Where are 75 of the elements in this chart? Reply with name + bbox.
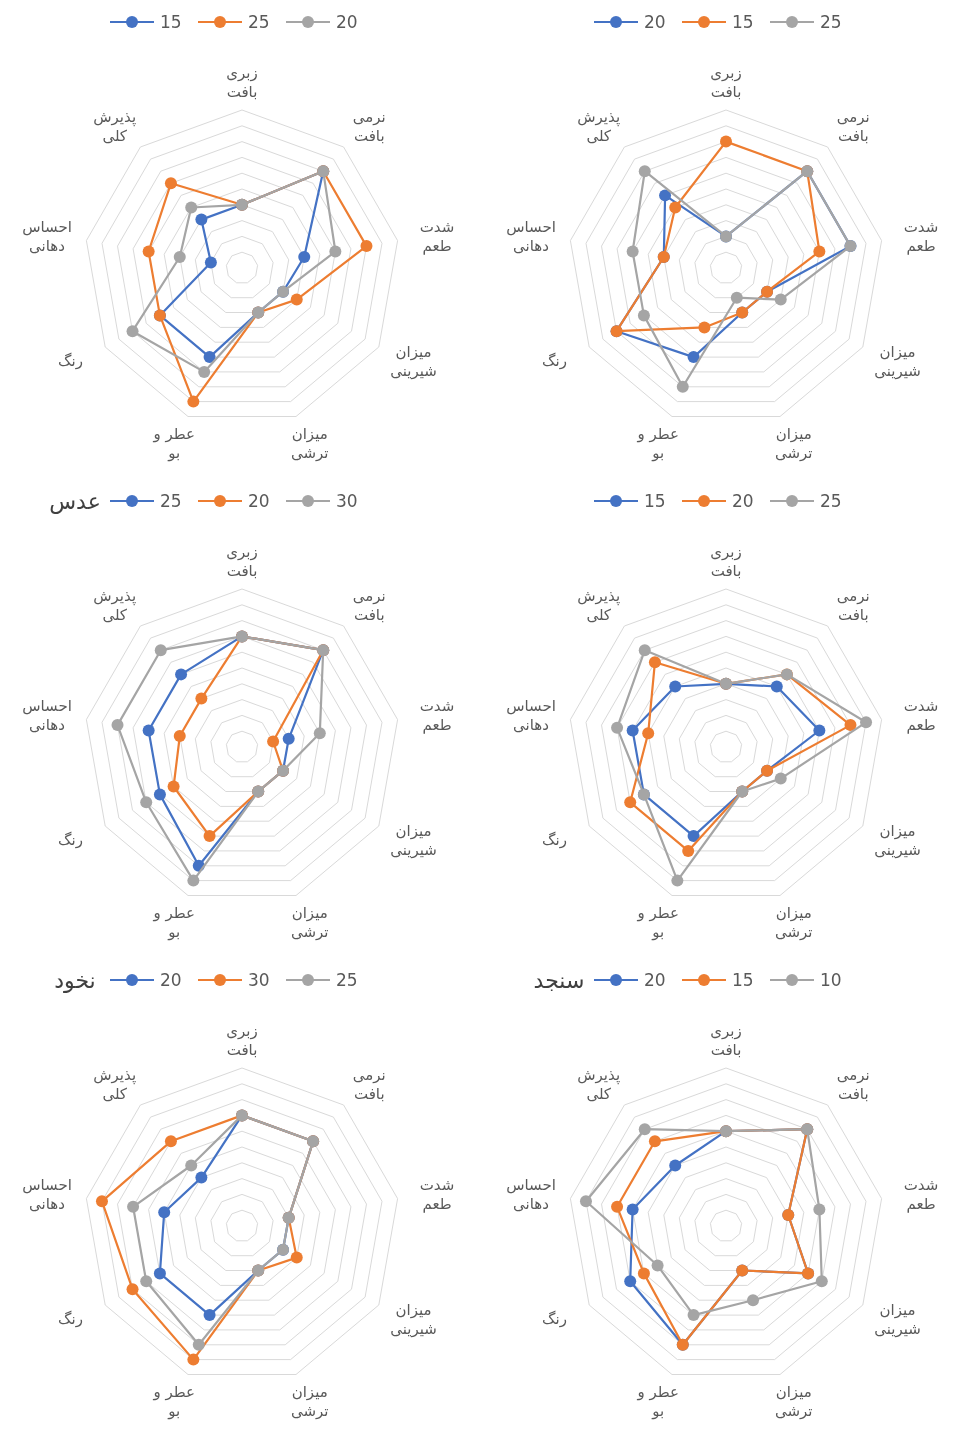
category-label: میزان شیرینی bbox=[874, 343, 921, 380]
category-label: میزان شیرینی bbox=[390, 1301, 437, 1338]
category-label: عطر و بو bbox=[637, 903, 680, 941]
legend-label: 30 bbox=[248, 970, 270, 990]
category-label: میزان شیرینی bbox=[874, 1301, 921, 1338]
category-label: رنگ bbox=[542, 1310, 567, 1328]
category-label: زبری بافت bbox=[710, 1022, 742, 1059]
category-label: میزان ترشی bbox=[774, 903, 813, 941]
category-label: نرمی بافت bbox=[352, 586, 386, 624]
legend-label: 15 bbox=[644, 491, 666, 511]
category-label: میزان ترشی bbox=[290, 903, 329, 941]
category-label: احساس دهانی bbox=[22, 1175, 72, 1213]
legend-label: 20 bbox=[336, 12, 358, 32]
legend-label: 10 bbox=[820, 970, 842, 990]
category-label: رنگ bbox=[542, 352, 567, 370]
category-label: احساس دهانی bbox=[22, 217, 72, 255]
category-label: عطر و بو bbox=[153, 424, 196, 462]
legend-label: 15 bbox=[732, 970, 754, 990]
legend-label: 20 bbox=[644, 12, 666, 32]
category-label: نرمی بافت bbox=[836, 1065, 870, 1103]
category-label: احساس دهانی bbox=[506, 696, 556, 734]
category-label: شدت طعم bbox=[419, 217, 455, 255]
legend-label: 20 bbox=[160, 970, 182, 990]
category-label: پذیرش کلی bbox=[577, 586, 621, 624]
category-label: احساس دهانی bbox=[506, 1175, 556, 1213]
legend-label: 25 bbox=[820, 491, 842, 511]
category-label: شدت طعم bbox=[903, 696, 939, 734]
category-label: میزان ترشی bbox=[774, 424, 813, 462]
category-label: رنگ bbox=[58, 1310, 83, 1328]
category-label: زبری بافت bbox=[226, 64, 258, 101]
legend-label: 20 bbox=[732, 491, 754, 511]
legend-label: 25 bbox=[160, 491, 182, 511]
category-label: میزان شیرینی bbox=[390, 822, 437, 859]
category-label: احساس دهانی bbox=[506, 217, 556, 255]
category-label: عطر و بو bbox=[637, 1382, 680, 1420]
category-label: نرمی بافت bbox=[352, 107, 386, 145]
legend-label: 25 bbox=[820, 12, 842, 32]
category-label: پذیرش کلی bbox=[93, 107, 137, 145]
category-label: زبری بافت bbox=[710, 543, 742, 580]
legend-label: 25 bbox=[336, 970, 358, 990]
legend-label: 20 bbox=[248, 491, 270, 511]
category-label: میزان ترشی bbox=[290, 1382, 329, 1420]
category-label: نرمی بافت bbox=[352, 1065, 386, 1103]
legend-label: 15 bbox=[732, 12, 754, 32]
category-label: شدت طعم bbox=[419, 696, 455, 734]
title: عدس bbox=[49, 489, 101, 514]
title: نخود bbox=[54, 968, 96, 993]
category-label: میزان ترشی bbox=[774, 1382, 813, 1420]
category-label: زبری بافت bbox=[226, 1022, 258, 1059]
category-label: میزان شیرینی bbox=[390, 343, 437, 380]
category-label: شدت طعم bbox=[419, 1175, 455, 1213]
category-label: احساس دهانی bbox=[22, 696, 72, 734]
category-label: زبری بافت bbox=[710, 64, 742, 101]
category-label: زبری بافت bbox=[226, 543, 258, 580]
legend-label: 15 bbox=[160, 12, 182, 32]
legend-label: 20 bbox=[644, 970, 666, 990]
title: سنجد bbox=[533, 968, 585, 993]
category-label: میزان شیرینی bbox=[874, 822, 921, 859]
category-label: رنگ bbox=[58, 352, 83, 370]
legend-label: 25 bbox=[248, 12, 270, 32]
category-label: پذیرش کلی bbox=[577, 1065, 621, 1103]
legend-label: 30 bbox=[336, 491, 358, 511]
category-label: شدت طعم bbox=[903, 1175, 939, 1213]
category-label: نرمی بافت bbox=[836, 586, 870, 624]
category-label: پذیرش کلی bbox=[93, 1065, 137, 1103]
category-label: نرمی بافت bbox=[836, 107, 870, 145]
category-label: عطر و بو bbox=[153, 1382, 196, 1420]
category-label: میزان ترشی bbox=[290, 424, 329, 462]
category-label: عطر و بو bbox=[637, 424, 680, 462]
category-label: پذیرش کلی bbox=[93, 586, 137, 624]
category-label: رنگ bbox=[58, 831, 83, 849]
category-label: شدت طعم bbox=[903, 217, 939, 255]
category-label: عطر و بو bbox=[153, 903, 196, 941]
category-label: پذیرش کلی bbox=[577, 107, 621, 145]
category-label: رنگ bbox=[542, 831, 567, 849]
